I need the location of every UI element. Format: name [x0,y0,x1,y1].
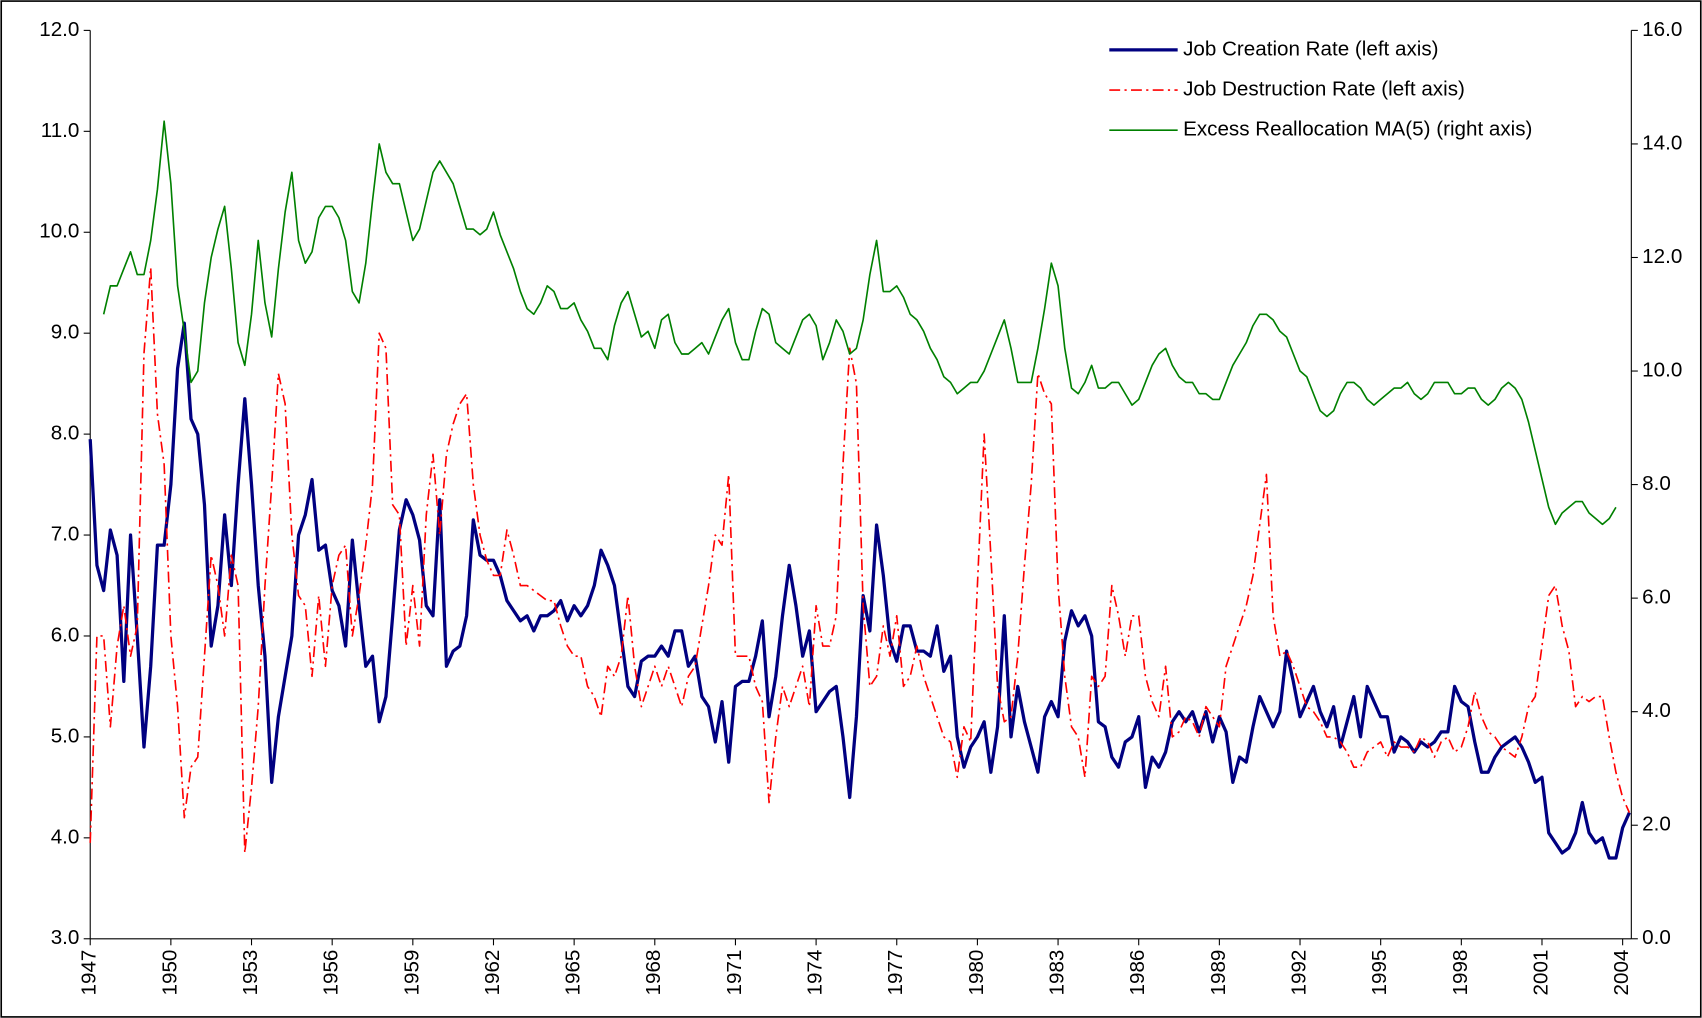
series-line [88,321,1631,860]
x-tick-label: 2004 [1610,950,1633,996]
x-tick-label: 1977 [884,950,907,996]
x-tick-label: 1962 [481,950,504,996]
x-tick-label: 1953 [239,950,262,996]
x-tick-label: 1971 [723,950,746,996]
x-tick-label: 1956 [320,950,343,996]
y-tick-label: 3.0 [51,926,80,949]
y-tick-label: 6.0 [51,623,80,646]
legend-item: Job Destruction Rate (left axis) [1109,78,1465,101]
series-line [89,266,1631,854]
y-tick-label: 11.0 [41,119,80,142]
y2-tick-label: 12.0 [1642,245,1682,268]
x-tick-label: 1965 [562,950,585,996]
y2-tick-label: 10.0 [1642,358,1682,381]
y2-tick-label: 6.0 [1642,586,1671,609]
series-line [102,120,1617,526]
x-tick-label: 1968 [642,950,665,996]
x-tick-label: 1950 [158,950,181,996]
x-tick-label: 1983 [1046,950,1069,996]
legend-label: Excess Reallocation MA(5) (right axis) [1183,118,1532,141]
y-tick-label: 4.0 [51,825,80,848]
legend-label: Job Creation Rate (left axis) [1183,37,1438,60]
y-tick-label: 9.0 [51,321,80,344]
x-tick-label: 1980 [965,950,988,996]
x-tick-label: 1998 [1449,950,1472,996]
x-tick-label: 1992 [1287,950,1310,996]
y-tick-label: 7.0 [51,523,80,546]
x-tick-label: 1989 [1207,950,1230,996]
x-tick-label: 1986 [1126,950,1149,996]
y2-tick-label: 0.0 [1642,926,1671,949]
legend-item: Excess Reallocation MA(5) (right axis) [1109,118,1532,141]
y2-tick-label: 2.0 [1642,813,1671,836]
x-tick-label: 1974 [804,950,827,996]
x-tick-label: 1995 [1368,950,1391,996]
x-tick-label: 2001 [1529,950,1552,996]
y-tick-label: 5.0 [51,724,80,747]
legend-item: Job Creation Rate (left axis) [1109,37,1439,60]
y2-tick-label: 16.0 [1642,18,1682,41]
y-tick-label: 10.0 [39,220,79,243]
legend-label: Job Destruction Rate (left axis) [1183,78,1465,101]
y-tick-label: 8.0 [51,422,80,445]
y2-tick-label: 14.0 [1642,131,1682,154]
x-tick-label: 1959 [400,950,423,996]
y2-tick-label: 8.0 [1642,472,1671,495]
x-tick-label: 1947 [78,950,101,996]
y2-tick-label: 4.0 [1642,699,1671,722]
y-tick-label: 12.0 [39,18,79,41]
